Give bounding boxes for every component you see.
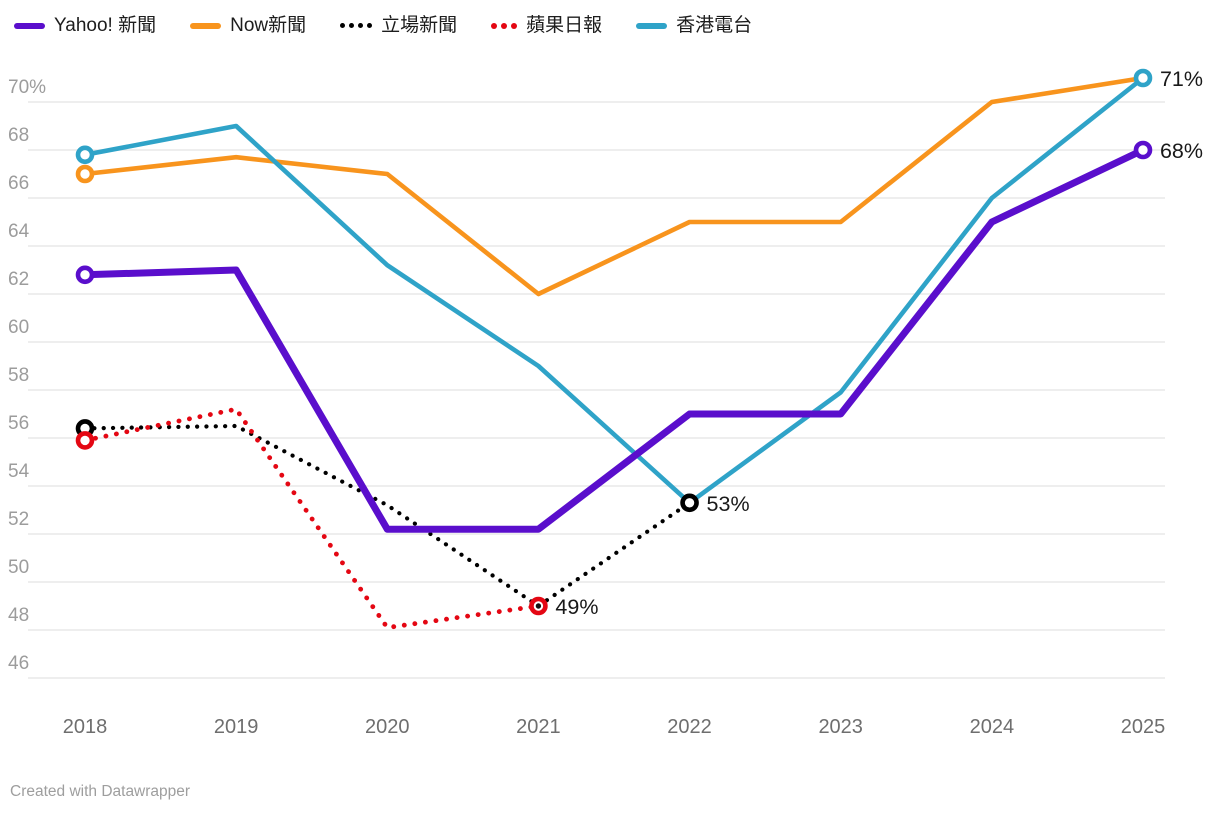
y-axis-tick-label: 58 bbox=[8, 365, 29, 386]
rthk-swatch-icon bbox=[636, 22, 668, 29]
x-axis-tick-label: 2021 bbox=[516, 716, 561, 738]
legend-label: 香港電台 bbox=[676, 15, 753, 36]
point-marker-now-news bbox=[75, 164, 95, 184]
series-line-now-news bbox=[82, 75, 1146, 297]
y-axis-tick-label: 46 bbox=[8, 653, 29, 674]
x-axis-tick-label: 2022 bbox=[667, 716, 712, 738]
legend-label: 立場新聞 bbox=[381, 15, 458, 36]
point-marker-yahoo-news bbox=[1133, 140, 1153, 160]
value-label-rthk: 71% bbox=[1160, 67, 1203, 91]
x-axis-tick-label: 2018 bbox=[63, 716, 108, 738]
series-line-stand-news bbox=[82, 423, 692, 609]
value-label-yahoo-news: 68% bbox=[1160, 139, 1203, 163]
y-axis-tick-label: 70% bbox=[8, 77, 46, 98]
y-axis-tick-label: 54 bbox=[8, 461, 30, 482]
y-axis-tick-label: 68 bbox=[8, 125, 29, 146]
y-axis-tick-label: 56 bbox=[8, 413, 29, 434]
legend-item-stand-news: 立場新聞 bbox=[340, 16, 457, 35]
point-marker-center-dot bbox=[535, 603, 542, 609]
apple-daily-swatch-icon bbox=[491, 22, 518, 29]
stand-news-swatch-icon bbox=[340, 23, 373, 28]
x-axis-tick-label: 2023 bbox=[818, 716, 863, 738]
x-axis-tick-label: 2020 bbox=[365, 716, 410, 738]
point-marker-rthk bbox=[1133, 68, 1153, 88]
point-marker-rthk bbox=[75, 145, 95, 165]
x-axis-tick-label: 2024 bbox=[970, 716, 1015, 738]
y-axis-tick-label: 62 bbox=[8, 269, 29, 290]
y-axis-tick-label: 60 bbox=[8, 317, 29, 338]
series-line-rthk bbox=[82, 75, 1146, 506]
y-axis-tick-label: 50 bbox=[8, 557, 29, 578]
legend-label: Yahoo! 新聞 bbox=[54, 15, 157, 36]
point-marker-stand-news bbox=[680, 493, 699, 513]
x-axis-tick-label: 2025 bbox=[1121, 716, 1166, 738]
y-axis-tick-label: 48 bbox=[8, 605, 29, 626]
series-line-yahoo-news bbox=[81, 146, 1147, 533]
y-axis-tick-label: 64 bbox=[8, 221, 30, 242]
value-label-stand-news: 53% bbox=[707, 492, 750, 516]
point-marker-apple-daily bbox=[75, 431, 95, 450]
legend-item-apple-daily: 蘋果日報 bbox=[491, 16, 602, 35]
point-marker-yahoo-news bbox=[75, 265, 95, 285]
legend-item-now-news: Now新聞 bbox=[190, 16, 306, 35]
yahoo-news-swatch-icon bbox=[14, 22, 45, 29]
value-label-apple-daily: 49% bbox=[555, 595, 598, 619]
legend-item-rthk: 香港電台 bbox=[636, 16, 752, 35]
y-axis-tick-label: 52 bbox=[8, 509, 29, 530]
chart-legend: Yahoo! 新聞 Now新聞 立場新聞 蘋果日報 香港電台 bbox=[14, 16, 752, 35]
now-news-swatch-icon bbox=[190, 22, 222, 29]
datawrapper-credit: Created with Datawrapper bbox=[10, 783, 191, 800]
legend-label: 蘋果日報 bbox=[526, 15, 603, 36]
legend-label: Now新聞 bbox=[230, 15, 307, 36]
x-axis-tick-label: 2019 bbox=[214, 716, 259, 738]
series-line-apple-daily bbox=[82, 406, 541, 630]
legend-item-yahoo-news: Yahoo! 新聞 bbox=[14, 16, 156, 35]
y-axis-tick-label: 66 bbox=[8, 173, 29, 194]
